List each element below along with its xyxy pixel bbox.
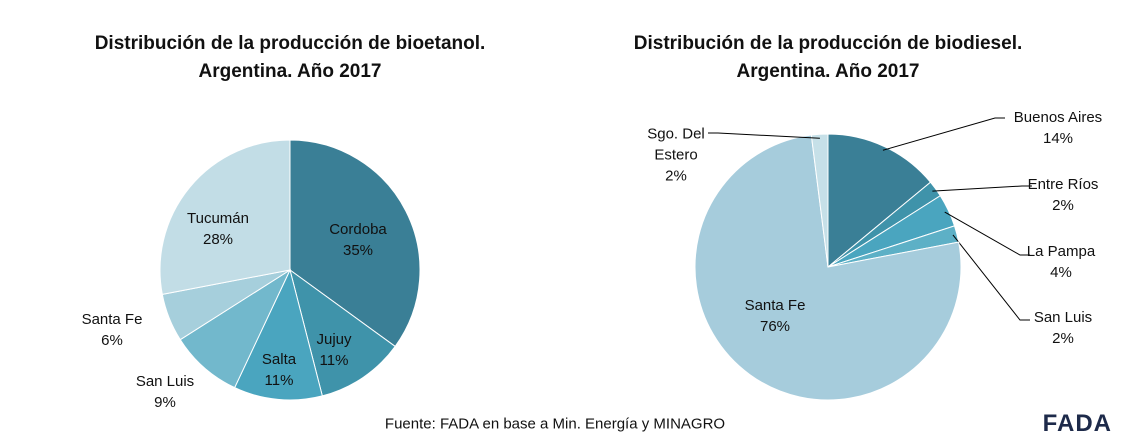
- category-label: Buenos Aires: [1013, 109, 1103, 126]
- pie-slice: [827, 133, 932, 269]
- leader-line: [932, 185, 1032, 192]
- slice-label: La Pampa 4%: [991, 241, 1124, 283]
- slice-label: San Luis 9%: [95, 371, 235, 413]
- pie-slice: [289, 268, 396, 397]
- value-label: 14%: [1042, 130, 1074, 147]
- value-label: 2%: [1052, 197, 1074, 214]
- category-label: Sgo. Del Estero: [647, 125, 705, 164]
- leader-line: [952, 234, 1030, 321]
- category-label: Santa Fe: [81, 311, 143, 328]
- slice-label: Entre Ríos 2%: [993, 174, 1124, 216]
- category-label: Jujuy: [316, 331, 352, 348]
- value-label: 4%: [1050, 264, 1072, 281]
- value-label: 6%: [101, 332, 123, 349]
- leader-line: [944, 211, 1030, 256]
- value-label: 11%: [319, 352, 349, 369]
- slice-label: San Luis 2%: [993, 307, 1124, 349]
- slice-label: Santa Fe 6%: [42, 309, 182, 351]
- category-label: Entre Ríos: [1027, 176, 1099, 193]
- slice-label: Santa Fe 76%: [705, 295, 845, 337]
- category-label: Salta: [261, 351, 297, 368]
- value-label: 76%: [759, 318, 791, 335]
- category-label: San Luis: [135, 373, 195, 390]
- value-label: 28%: [202, 231, 234, 248]
- category-label: La Pampa: [1026, 243, 1096, 260]
- value-label: 2%: [1052, 330, 1074, 347]
- pie-slice: [694, 134, 962, 401]
- pie-slice: [159, 139, 291, 295]
- slice-label: Cordoba 35%: [288, 219, 428, 261]
- category-label: Cordoba: [329, 221, 387, 238]
- chart-title: Distribución de la producción de biodies…: [633, 33, 1023, 82]
- category-label: Tucumán: [187, 210, 249, 227]
- value-label: 9%: [154, 394, 176, 411]
- value-label: 35%: [342, 242, 374, 259]
- value-label: 2%: [665, 167, 687, 185]
- pie-slice: [233, 268, 323, 401]
- slice-label: Jujuy 11%: [264, 329, 404, 371]
- leader-line: [708, 132, 820, 139]
- category-label: San Luis: [1033, 309, 1093, 326]
- slice-label: Buenos Aires 14%: [988, 107, 1124, 149]
- slice-label: Salta 11%: [209, 349, 349, 391]
- value-label: 11%: [264, 372, 294, 389]
- leader-line: [882, 117, 1005, 151]
- pie-slice: [810, 133, 829, 268]
- source-note: Fuente: FADA en base a Min. Energía y MI…: [384, 415, 726, 433]
- pie-slice: [289, 139, 421, 348]
- slice-label: Sgo. Del Estero 2%: [606, 124, 746, 187]
- slice-label: Tucumán 28%: [148, 208, 288, 250]
- chart-title: Distribución de la producción de bioetan…: [94, 33, 486, 82]
- logo: FADA: [1042, 410, 1112, 437]
- category-label: Santa Fe: [744, 297, 806, 314]
